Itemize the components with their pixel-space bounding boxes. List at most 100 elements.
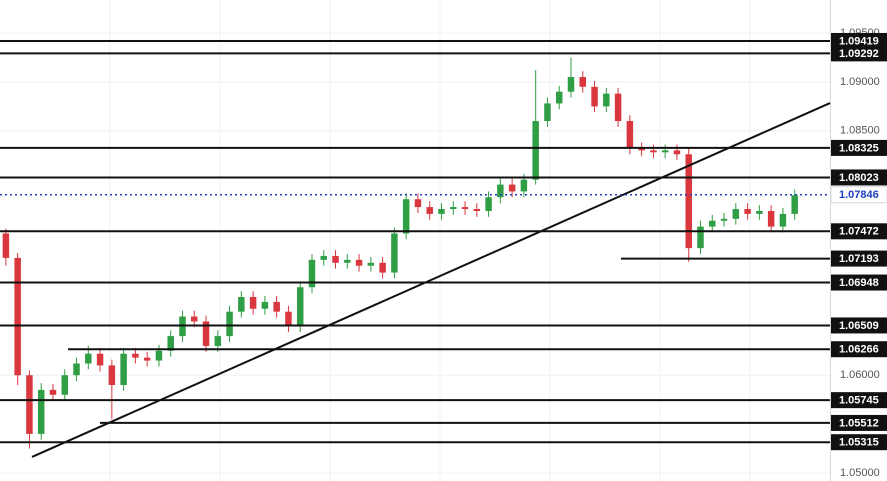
- level-label: 1.09419: [839, 35, 879, 47]
- level-label: 1.08325: [839, 142, 879, 154]
- candle-body: [767, 210, 775, 227]
- level-label: 1.06948: [839, 277, 879, 289]
- level-label-box: [831, 414, 887, 431]
- level-label: 1.06509: [839, 320, 879, 332]
- candle-body: [37, 389, 45, 434]
- candle-body: [756, 210, 763, 214]
- candle-body: [532, 121, 539, 180]
- candle-body: [414, 199, 422, 208]
- candle-body: [461, 207, 469, 210]
- candle-body: [308, 259, 316, 288]
- candles: [2, 57, 798, 449]
- level-label: 1.05745: [839, 395, 879, 407]
- candle-body: [791, 195, 798, 214]
- trendline: [31, 102, 831, 458]
- candle-body: [520, 179, 528, 192]
- level-label-box: [831, 139, 887, 156]
- candle-body: [379, 262, 386, 273]
- candle-body: [85, 353, 92, 364]
- candle-body: [26, 375, 33, 434]
- candle-body: [143, 357, 151, 361]
- candle-body: [155, 350, 163, 361]
- candle-body: [438, 209, 445, 214]
- level-label-box: [831, 250, 887, 267]
- y-tick-label: 1.09000: [840, 76, 880, 88]
- candle-body: [603, 93, 610, 107]
- level-label: 1.08023: [839, 172, 879, 184]
- candle-body: [2, 233, 10, 258]
- candle-body: [497, 184, 504, 198]
- candle-body: [202, 321, 210, 346]
- level-label-box: [831, 274, 887, 291]
- level-label-box: [831, 392, 887, 409]
- candle-body: [320, 255, 327, 260]
- candle-body: [697, 226, 704, 249]
- candle-body: [332, 255, 339, 263]
- candle-body: [391, 233, 398, 273]
- candle-body: [108, 365, 116, 385]
- price-label-box: [830, 186, 887, 204]
- candle-body: [120, 353, 127, 385]
- candle-body: [249, 297, 257, 309]
- candle-body: [73, 363, 80, 376]
- level-label-box: [831, 45, 887, 62]
- vertical-grid: [109, 0, 751, 481]
- candle-body: [579, 77, 587, 87]
- candle-body: [238, 297, 245, 312]
- candle-body: [508, 184, 516, 192]
- candle-body: [191, 316, 198, 322]
- candle-body: [650, 150, 657, 153]
- y-tick-label: 1.08500: [840, 125, 880, 137]
- candle-body: [214, 336, 222, 346]
- candle-body: [355, 259, 363, 266]
- level-label: 1.05512: [839, 417, 879, 429]
- candle-body: [673, 150, 681, 155]
- candle-body: [273, 301, 280, 312]
- candle-body: [96, 353, 104, 366]
- candle-body: [167, 336, 174, 351]
- candle-body: [638, 148, 645, 151]
- candle-body: [720, 218, 728, 221]
- level-label: 1.09292: [839, 48, 879, 60]
- candle-body: [485, 197, 492, 211]
- candle-body: [367, 262, 375, 266]
- level-label-box: [831, 32, 887, 49]
- candle-body: [49, 389, 57, 395]
- candle-body: [567, 77, 575, 92]
- candle-body: [344, 259, 351, 263]
- candle-body: [296, 287, 304, 327]
- candle-body: [426, 207, 433, 214]
- candle-body: [14, 257, 21, 376]
- candle-body: [709, 220, 716, 227]
- level-label: 1.06266: [839, 344, 879, 356]
- candle-body: [591, 86, 598, 107]
- candle-body: [402, 199, 410, 234]
- level-label: 1.05315: [839, 437, 879, 449]
- level-label: 1.07472: [839, 226, 879, 238]
- level-label-box: [831, 341, 887, 358]
- candle-body: [132, 353, 139, 358]
- candle-body: [544, 103, 551, 122]
- candle-body: [261, 301, 269, 309]
- candle-body: [285, 311, 292, 327]
- candle-body: [779, 213, 787, 227]
- candle-body: [226, 311, 233, 337]
- candle-body: [450, 207, 457, 210]
- candle-body: [61, 375, 68, 395]
- candle-body: [661, 150, 669, 153]
- level-label: 1.07193: [839, 253, 879, 265]
- candle-body: [614, 93, 622, 122]
- candle-body: [626, 121, 634, 149]
- level-label-box: [831, 317, 887, 334]
- y-tick-label: 1.05000: [840, 467, 880, 479]
- candle-body: [732, 209, 740, 219]
- candle-body: [555, 91, 563, 104]
- candle-body: [744, 209, 751, 214]
- level-label-box: [831, 434, 887, 451]
- level-label-box: [831, 223, 887, 240]
- y-tick-label: 1.06000: [840, 369, 880, 381]
- level-label-box: [831, 169, 887, 186]
- candle-body: [685, 154, 692, 249]
